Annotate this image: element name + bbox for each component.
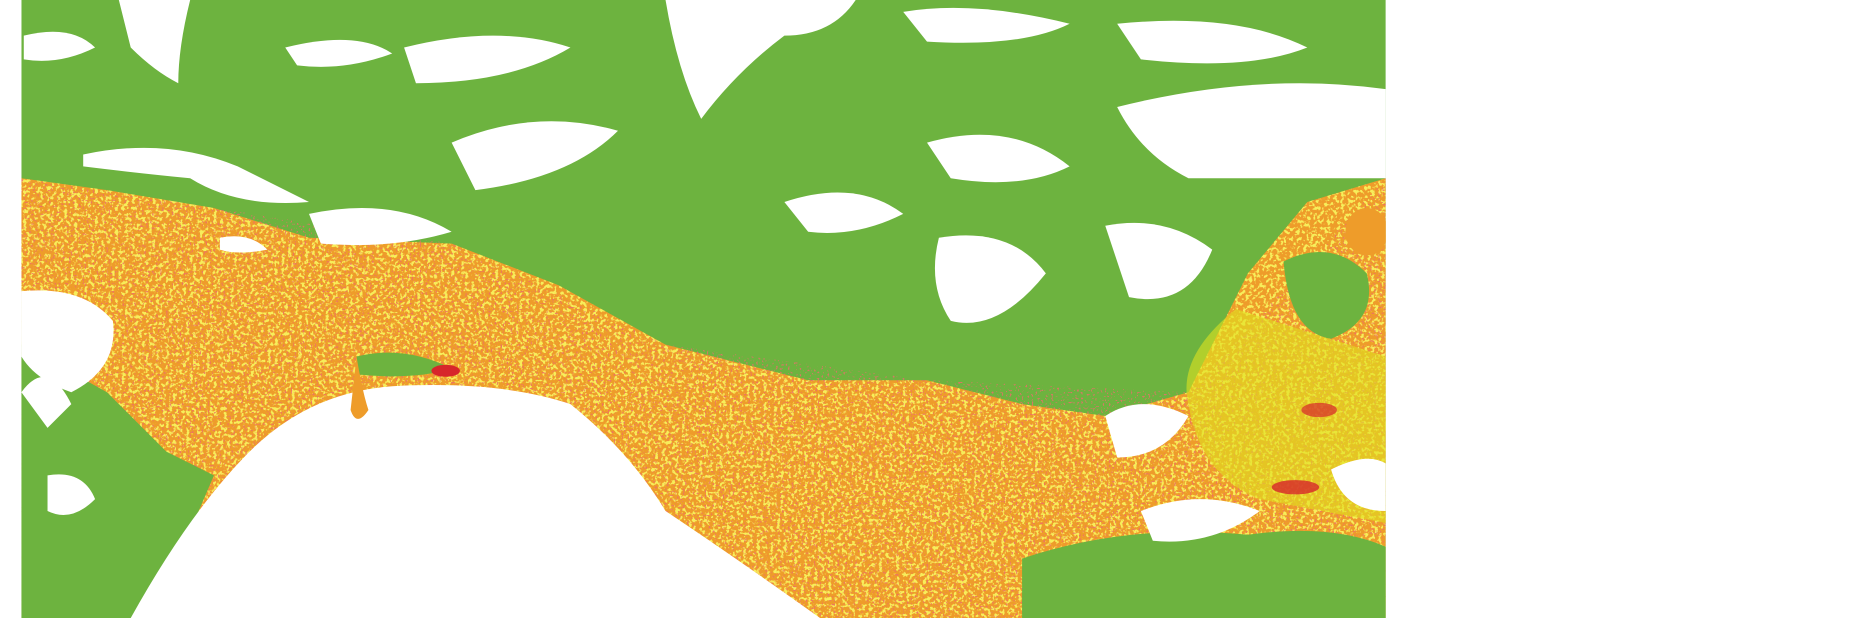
gap: [1331, 458, 1386, 512]
orange-patch: [1345, 207, 1386, 256]
gap: [404, 35, 571, 84]
sea: [130, 385, 821, 618]
lake: [83, 147, 309, 204]
gap: [934, 235, 1046, 323]
inlet: [21, 376, 72, 428]
gap: [47, 474, 96, 515]
gap: [451, 121, 618, 191]
map-layer: [21, 0, 1386, 618]
bay: [118, 0, 191, 84]
gap: [23, 31, 96, 61]
lake: [309, 207, 452, 246]
hotspot: [1271, 480, 1320, 495]
gap: [1105, 222, 1213, 300]
gap: [665, 0, 856, 119]
lake: [219, 236, 268, 253]
hotspot: [1301, 402, 1338, 418]
gap: [903, 7, 1070, 43]
green-coast: [21, 344, 214, 618]
gap: [927, 134, 1070, 183]
gap: [1117, 83, 1386, 179]
gap: [784, 192, 904, 233]
gap: [285, 39, 393, 67]
orange-spot: [350, 356, 369, 419]
green-spot: [356, 352, 452, 377]
lake-west: [21, 290, 114, 393]
green-south: [1022, 530, 1386, 618]
hotspot: [431, 364, 460, 377]
green-patch: [1283, 251, 1370, 339]
gap: [1140, 499, 1260, 542]
gap: [1117, 20, 1308, 64]
gap: [1105, 404, 1189, 458]
